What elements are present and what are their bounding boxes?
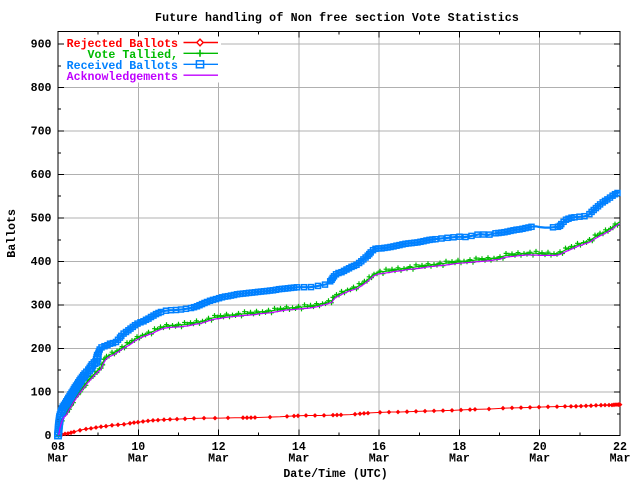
svg-text:Acknowledgements: Acknowledgements: [67, 71, 178, 84]
svg-text:100: 100: [31, 387, 52, 400]
svg-text:Mar: Mar: [128, 453, 149, 466]
svg-text:700: 700: [31, 126, 52, 139]
svg-text:Date/Time (UTC): Date/Time (UTC): [283, 468, 387, 480]
svg-text:Mar: Mar: [529, 453, 550, 466]
svg-text:22: 22: [613, 441, 627, 454]
svg-text:400: 400: [31, 256, 52, 269]
svg-text:20: 20: [533, 441, 547, 454]
svg-text:500: 500: [31, 213, 52, 226]
svg-text:Vote Tallied,: Vote Tallied,: [88, 49, 178, 62]
svg-text:600: 600: [31, 169, 52, 182]
svg-text:16: 16: [372, 441, 386, 454]
svg-text:14: 14: [292, 441, 306, 454]
svg-text:12: 12: [212, 441, 226, 454]
svg-text:800: 800: [31, 82, 52, 95]
svg-text:Mar: Mar: [48, 453, 69, 466]
svg-text:Received Ballots: Received Ballots: [67, 60, 178, 73]
svg-text:900: 900: [31, 39, 52, 52]
svg-text:Mar: Mar: [288, 453, 309, 466]
svg-text:18: 18: [452, 441, 466, 454]
svg-text:Mar: Mar: [449, 453, 470, 466]
svg-text:200: 200: [31, 343, 52, 356]
svg-text:08: 08: [51, 441, 65, 454]
svg-text:300: 300: [31, 300, 52, 313]
svg-text:0: 0: [45, 430, 52, 443]
svg-text:Mar: Mar: [208, 453, 229, 466]
svg-text:Mar: Mar: [369, 453, 390, 466]
svg-text:Future handling of Non free se: Future handling of Non free section Vote…: [155, 12, 519, 25]
svg-text:Rejected Ballots: Rejected Ballots: [67, 38, 178, 51]
svg-text:Mar: Mar: [610, 453, 631, 466]
svg-text:10: 10: [131, 441, 145, 454]
svg-text:Ballots: Ballots: [6, 209, 19, 258]
